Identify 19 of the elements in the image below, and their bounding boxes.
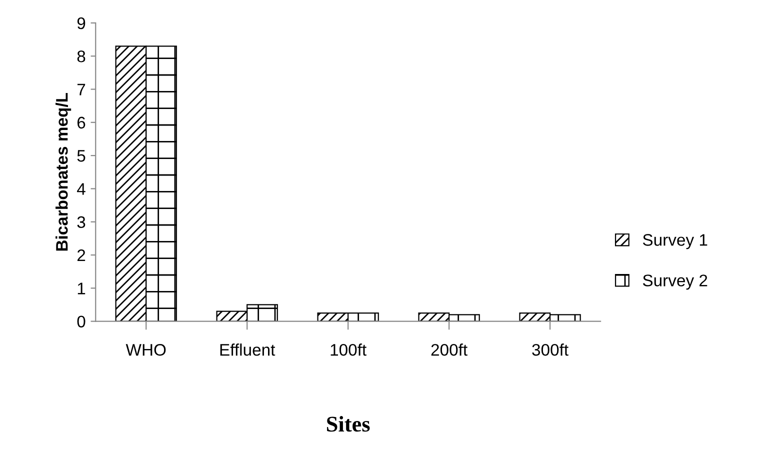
x-tick-label: 300ft [532,344,568,356]
legend-label: Survey 2 [642,274,708,290]
x-tick-label: WHO [126,344,166,356]
y-tick-label: 6 [77,116,86,129]
y-tick-label: 4 [77,183,86,195]
y-tick-label: 7 [77,84,86,96]
y-axis-title: Bicarbonates meq/L [56,92,72,251]
x-tick-label: 200ft [431,344,468,356]
y-tick-label: 0 [77,316,86,328]
y-tick-label: 5 [77,150,86,162]
x-axis-title: Sites [327,416,370,432]
y-tick-label: 3 [77,216,86,228]
legend-label: Survey 1 [642,234,708,250]
x-tick-label: 100ft [330,344,366,356]
y-tick-label: 2 [77,249,86,262]
x-tick-label: Effluent [220,344,276,356]
y-tick-label: 1 [78,282,86,294]
y-tick-label: 8 [77,50,86,62]
y-tick-label: 9 [77,17,86,30]
